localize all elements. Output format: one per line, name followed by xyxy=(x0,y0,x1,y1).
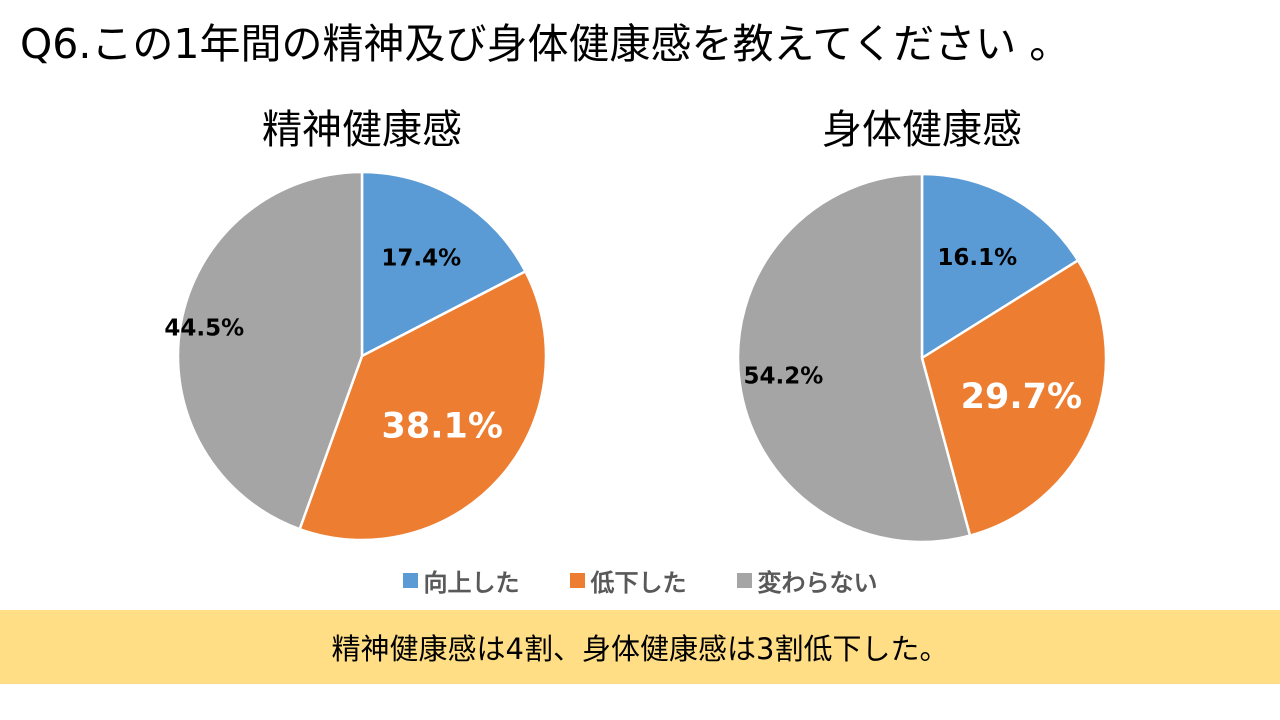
legend-label-unchanged: 変わらない xyxy=(757,568,878,597)
legend-label-improved: 向上した xyxy=(423,568,520,597)
pie-slice-declined xyxy=(920,258,1108,538)
data-label-unchanged: 54.2% xyxy=(743,363,823,389)
legend-item-unchanged: 変わらない xyxy=(736,563,878,598)
pie-chart-2: 身体健康感 16.1% 29.7% 54.2% xyxy=(736,107,1108,544)
data-label-declined: 38.1% xyxy=(382,406,503,446)
pie-slice-unchanged xyxy=(736,172,972,544)
legend: 向上した 低下した 変わらない xyxy=(0,560,1280,600)
data-label-unchanged: 44.5% xyxy=(164,315,244,341)
chart-title-2: 身体健康感 xyxy=(822,107,1022,153)
data-label-declined: 29.7% xyxy=(961,377,1082,417)
legend-item-improved: 向上した xyxy=(402,563,520,598)
pie-slice-unchanged xyxy=(176,170,364,531)
legend-swatch-declined xyxy=(569,572,585,588)
summary-text: 精神健康感は4割、身体健康感は3割低下した。 xyxy=(331,632,949,666)
pie-slice-declined xyxy=(298,269,548,542)
pie-slice-improved xyxy=(360,170,528,359)
legend-swatch-unchanged xyxy=(736,572,752,588)
legend-label-declined: 低下した xyxy=(590,568,687,597)
chart-title-1: 精神健康感 xyxy=(262,107,462,153)
legend-item-declined: 低下した xyxy=(569,563,687,598)
summary-banner: 精神健康感は4割、身体健康感は3割低下した。 xyxy=(0,610,1280,684)
pie-charts: 精神健康感 17.4% 38.1% 44.5% 身体健康感 16.1% 29.7% 54.2% xyxy=(164,107,1108,544)
pie-slice-improved xyxy=(920,172,1080,361)
legend-swatch-improved xyxy=(402,572,418,588)
data-label-improved: 16.1% xyxy=(937,245,1017,271)
data-label-improved: 17.4% xyxy=(381,246,461,272)
pie-chart-1: 精神健康感 17.4% 38.1% 44.5% xyxy=(164,107,548,542)
page-title: Q6.この1年間の精神及び身体健康感を教えてください 。 xyxy=(20,20,1071,68)
